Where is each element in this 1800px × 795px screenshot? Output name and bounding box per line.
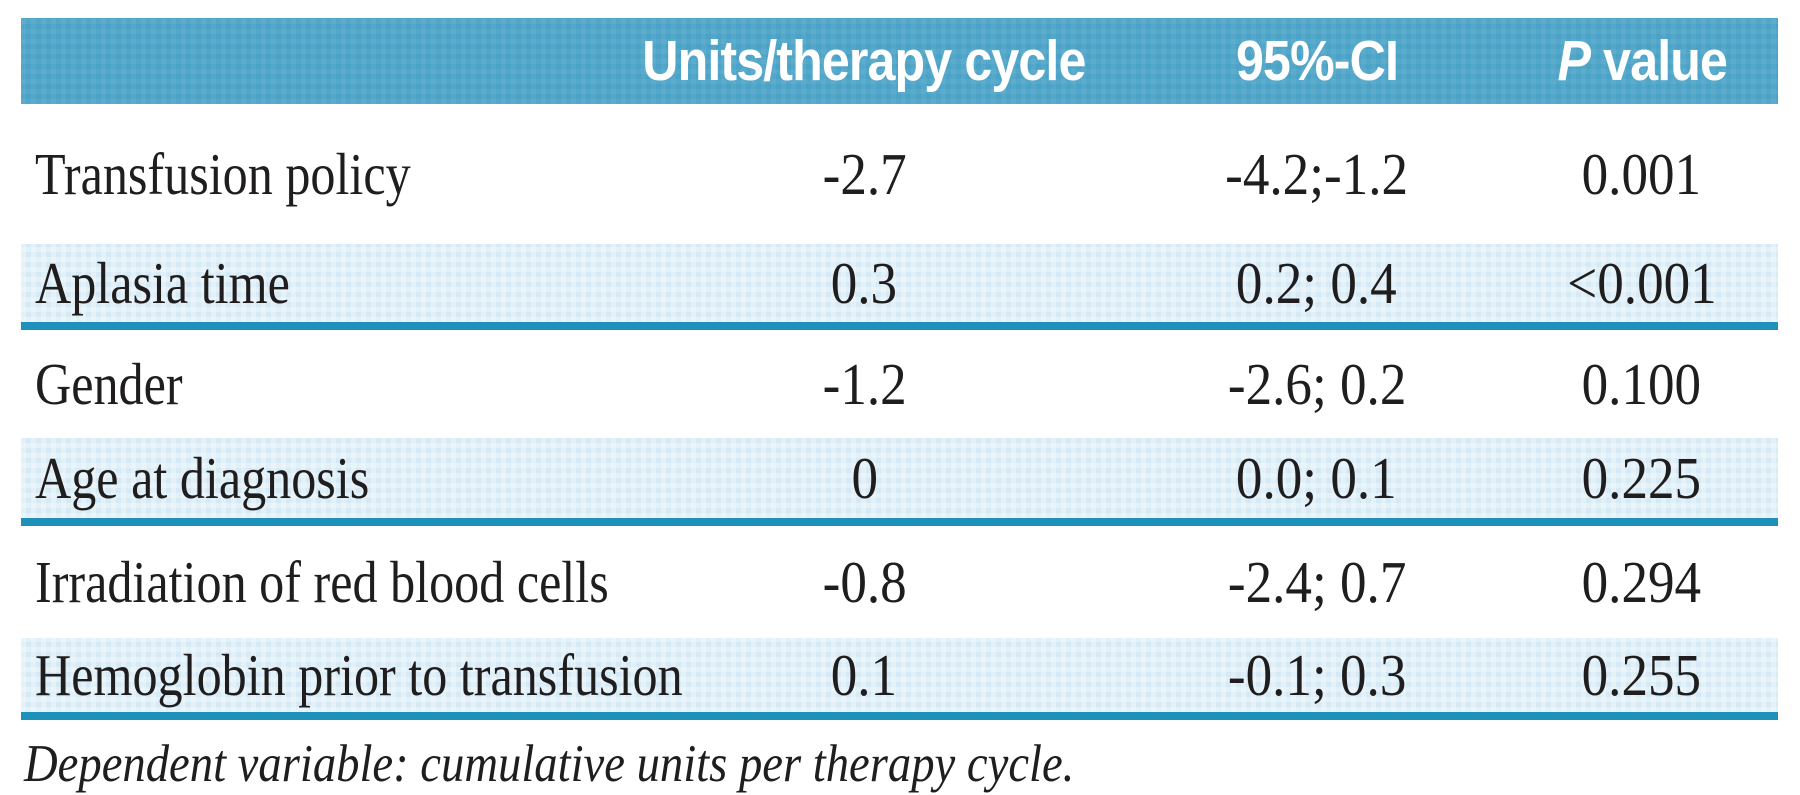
ci-value: 0.2; 0.4	[1236, 249, 1398, 316]
ci-cell: -0.1; 0.3	[1128, 641, 1506, 710]
p-cell: 0.225	[1506, 444, 1778, 513]
units-value: -1.2	[822, 350, 907, 417]
units-value: -0.8	[822, 548, 907, 615]
row-label-text: Hemoglobin prior to transfusion	[35, 641, 683, 708]
ci-value: -0.1; 0.3	[1227, 641, 1406, 708]
units-cell: 0.3	[601, 249, 1128, 318]
table-row: Transfusion policy -2.7 -4.2;-1.2 0.001	[21, 104, 1778, 244]
row-label: Age at diagnosis	[21, 444, 601, 513]
p-value: 0.255	[1582, 641, 1702, 708]
table-row: Gender -1.2 -2.6; 0.2 0.100	[21, 330, 1778, 438]
units-cell: 0.1	[601, 641, 1128, 710]
row-label: Hemoglobin prior to transfusion	[21, 641, 683, 710]
ci-value: -4.2;-1.2	[1225, 140, 1409, 207]
ci-cell: -4.2;-1.2	[1128, 140, 1506, 209]
row-label-text: Age at diagnosis	[35, 444, 370, 511]
p-cell: 0.255	[1506, 641, 1778, 710]
row-label-text: Aplasia time	[35, 249, 290, 316]
ci-value: -2.6; 0.2	[1227, 350, 1406, 417]
row-label: Gender	[21, 350, 601, 419]
table-row: Irradiation of red blood cells -0.8 -2.4…	[21, 526, 1778, 638]
p-cell: <0.001	[1506, 249, 1778, 318]
p-value: 0.100	[1582, 350, 1702, 417]
ci-cell: 0.2; 0.4	[1128, 249, 1506, 318]
p-value: <0.001	[1567, 249, 1717, 316]
units-cell: -0.8	[601, 548, 1128, 617]
row-label-text: Gender	[35, 350, 183, 417]
table-row: Aplasia time 0.3 0.2; 0.4 <0.001	[21, 244, 1778, 330]
p-value: 0.225	[1582, 444, 1702, 511]
row-label: Irradiation of red blood cells	[21, 548, 609, 617]
ci-value: 0.0; 0.1	[1236, 444, 1398, 511]
units-cell: -1.2	[601, 350, 1128, 419]
row-label: Transfusion policy	[21, 140, 601, 209]
footnote-text: Dependent variable: cumulative units per…	[24, 735, 1075, 793]
ci-cell: -2.6; 0.2	[1128, 350, 1506, 419]
units-cell: 0	[601, 444, 1128, 513]
header-cell-units-per-cycle: Units/therapy cycle	[601, 28, 1128, 94]
p-cell: 0.001	[1506, 140, 1778, 209]
units-cell: -2.7	[601, 140, 1128, 209]
p-cell: 0.100	[1506, 350, 1778, 419]
row-label-text: Irradiation of red blood cells	[35, 548, 609, 615]
p-value-word: value	[1602, 29, 1728, 93]
units-value: 0.3	[831, 249, 898, 316]
row-label: Aplasia time	[21, 249, 601, 318]
table-footnote: Dependent variable: cumulative units per…	[21, 734, 1778, 794]
p-value: 0.001	[1582, 140, 1702, 207]
ci-value: -2.4; 0.7	[1227, 548, 1406, 615]
header-cell-ci: 95%-CI	[1128, 28, 1506, 94]
units-value: 0.1	[831, 641, 898, 708]
units-value: 0	[851, 444, 878, 511]
header-label-units: Units/therapy cycle	[642, 29, 1087, 93]
ci-cell: -2.4; 0.7	[1128, 548, 1506, 617]
table-row: Age at diagnosis 0 0.0; 0.1 0.225	[21, 438, 1778, 526]
row-label-text: Transfusion policy	[35, 140, 411, 207]
header-label-ci: 95%-CI	[1235, 29, 1399, 93]
ci-cell: 0.0; 0.1	[1128, 444, 1506, 513]
p-symbol: P	[1557, 29, 1590, 93]
p-cell: 0.294	[1506, 548, 1778, 617]
table-row: Hemoglobin prior to transfusion 0.1 -0.1…	[21, 638, 1778, 720]
p-value: 0.294	[1582, 548, 1702, 615]
units-value: -2.7	[822, 140, 907, 207]
